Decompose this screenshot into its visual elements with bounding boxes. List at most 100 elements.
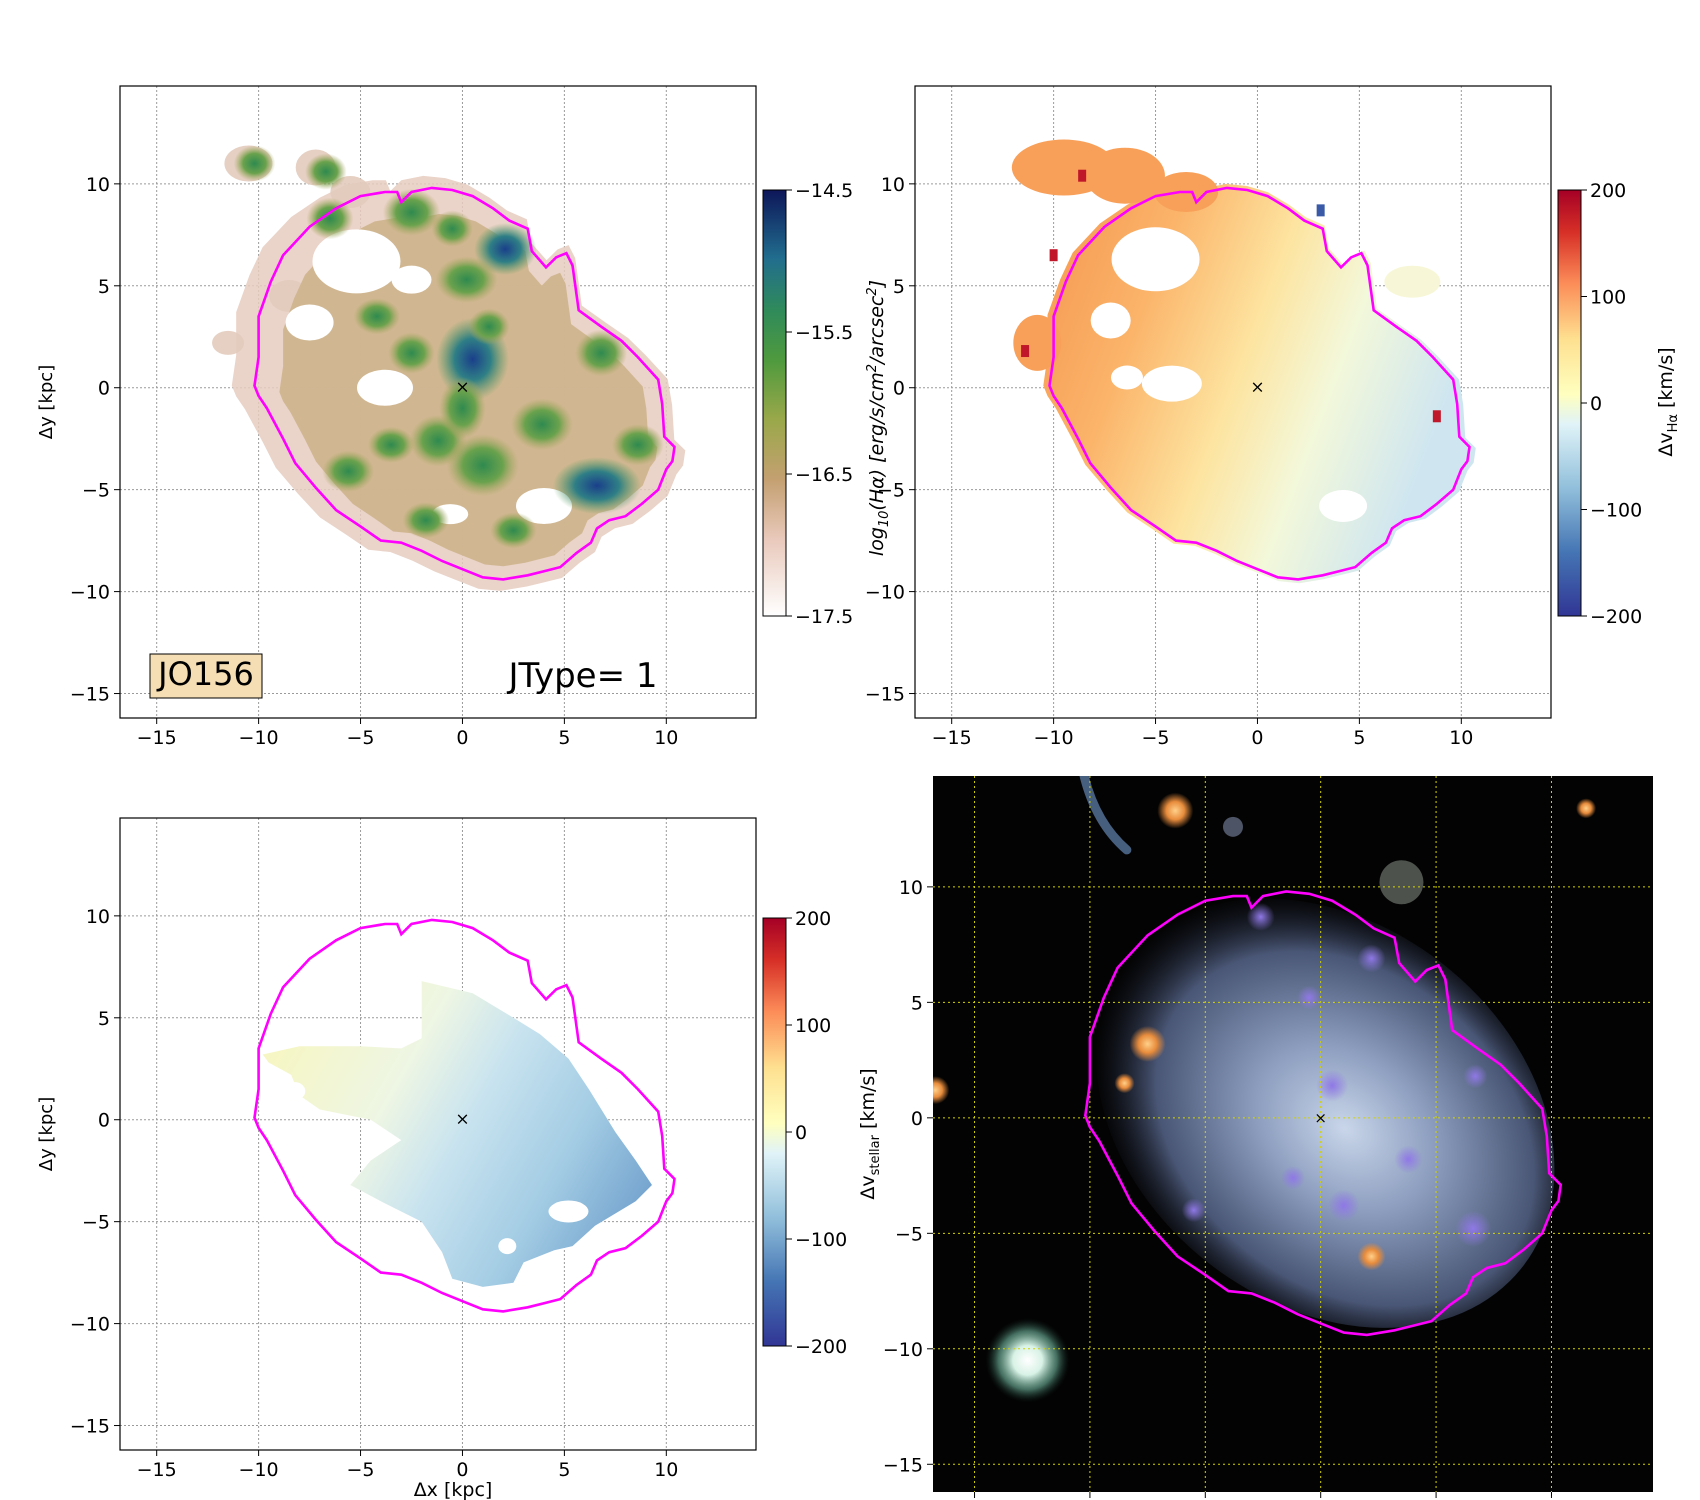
y-tick-label: 0 xyxy=(893,378,905,400)
flux-hole xyxy=(285,304,334,341)
stellar-map: × xyxy=(253,918,676,1313)
flux-colorbar-ticks: −17.5 −16.5 −15.5 −14.5 xyxy=(786,180,853,628)
velocity-x-ticks: −15 −10 −5 0 5 10 xyxy=(932,718,1473,749)
colorbar-tick-label: −17.5 xyxy=(795,606,853,628)
flux-map: × xyxy=(212,145,686,591)
velocity-speck xyxy=(1432,410,1441,423)
stellar-axes-frame xyxy=(119,817,757,1451)
galaxy-label: JO156 xyxy=(156,655,254,693)
rgb-faint-galaxy xyxy=(1223,816,1243,837)
flux-knot xyxy=(382,189,441,236)
rgb-field-objects xyxy=(933,776,1597,1403)
rgb-star-forming-knot xyxy=(1394,1145,1423,1174)
flux-x-ticks: −15 −10 −5 0 5 10 xyxy=(137,718,678,749)
flux-holes xyxy=(285,229,572,525)
rgb-star-forming-knot xyxy=(1181,1198,1206,1223)
y-tick-label: −10 xyxy=(70,582,110,604)
x-tick-label: 10 xyxy=(654,727,678,749)
velocity-outer-patch xyxy=(1084,147,1165,204)
x-tick-label: −15 xyxy=(932,727,972,749)
x-tick-label: 5 xyxy=(558,727,570,749)
flux-knot xyxy=(439,376,486,440)
velocity-colorbar-label: ΔvHα [km/s] xyxy=(1655,347,1681,456)
galaxy-contour xyxy=(1048,186,1471,581)
velocity-holes xyxy=(1090,227,1368,522)
rgb-galaxy-body xyxy=(1096,898,1555,1328)
rgb-edge-on-galaxy xyxy=(1079,776,1132,855)
center-marker: × xyxy=(1250,378,1264,398)
halpha-flux-panel: × −15 −10 −5 0 5 10 −15 −10 −5 0 5 10 Δy [kpc] JO1… xyxy=(36,85,892,749)
stellar-hole xyxy=(548,1200,589,1223)
x-tick-label: −15 xyxy=(137,727,177,749)
colorbar-tick-label: −100 xyxy=(1590,500,1642,522)
colorbar-tick-label: 0 xyxy=(795,1122,807,1144)
colorbar-tick-label: 100 xyxy=(795,1015,831,1037)
y-tick-label: −5 xyxy=(877,480,905,502)
stellar-hole xyxy=(285,1082,306,1101)
flux-knot xyxy=(402,502,450,539)
velocity-speck xyxy=(1316,204,1325,217)
galaxy-contour xyxy=(253,186,676,581)
velocity-map: × xyxy=(1011,139,1476,584)
flux-colorbar xyxy=(762,189,787,617)
rgb-foreground-star xyxy=(1114,1073,1135,1094)
y-tick-label: 5 xyxy=(98,276,110,298)
rgb-foreground-star xyxy=(1576,798,1597,819)
flux-hole xyxy=(391,265,432,294)
flux-knot xyxy=(367,426,415,464)
flux-knot xyxy=(431,210,474,247)
rgb-star-forming-knot xyxy=(1463,1064,1488,1089)
flux-knot xyxy=(306,197,354,240)
velocity-hole xyxy=(1319,489,1368,522)
flux-outer-patch xyxy=(212,330,245,355)
velocity-speck xyxy=(1078,169,1087,182)
rgb-bright-star xyxy=(985,1318,1070,1403)
flux-hole xyxy=(312,229,401,294)
x-tick-label: −10 xyxy=(239,727,279,749)
galaxy-label-box xyxy=(149,653,263,699)
flux-knot xyxy=(446,434,520,497)
y-tick-label: 10 xyxy=(86,906,110,928)
y-tick-label: −5 xyxy=(82,1212,110,1234)
rgb-star-forming-knot xyxy=(1357,944,1386,973)
flux-knot xyxy=(575,329,628,377)
colorbar-tick-label: −100 xyxy=(795,1229,847,1251)
flux-knot xyxy=(552,456,642,515)
y-tick-label: −10 xyxy=(883,1339,923,1361)
galaxy-contour xyxy=(1083,890,1563,1337)
stellar-velocity-field xyxy=(262,981,652,1287)
galaxy-contour xyxy=(253,918,676,1313)
flux-axes-frame xyxy=(119,85,757,719)
stellar-colorbar xyxy=(762,917,787,1347)
flux-knot xyxy=(510,398,574,451)
x-tick-label: 0 xyxy=(1251,727,1263,749)
rgb-y-ticks: −15 −10 −5 0 5 10 xyxy=(883,877,933,1476)
y-tick-label: 0 xyxy=(98,1110,110,1132)
flux-colorbar-label: log10(Hα) [erg/s/cm2/arcsec2] xyxy=(865,280,892,556)
flux-knot xyxy=(305,153,347,190)
rgb-foreground-star xyxy=(1157,792,1194,829)
flux-knot xyxy=(353,298,401,335)
flux-y-axis-label: Δy [kpc] xyxy=(36,365,57,439)
stellar-y-ticks: −15 −10 −5 0 5 10 xyxy=(70,906,120,1438)
y-tick-label: −15 xyxy=(883,1454,923,1476)
x-tick-label: 5 xyxy=(1353,727,1365,749)
rgb-foreground-star xyxy=(1357,1242,1386,1271)
flux-knot xyxy=(611,424,664,466)
rgb-faint-galaxy xyxy=(1379,860,1424,905)
rgb-foreground-star xyxy=(1129,1025,1166,1062)
colorbar-tick-label: −200 xyxy=(795,1336,847,1358)
velocity-colorbar xyxy=(1557,189,1582,617)
velocity-hole xyxy=(1141,365,1202,402)
stellar-y-axis-label: Δy [kpc] xyxy=(36,1097,57,1171)
y-tick-label: 10 xyxy=(881,174,905,196)
y-tick-label: 5 xyxy=(98,1008,110,1030)
rgb-star-forming-knot xyxy=(1281,1165,1305,1190)
y-tick-label: 10 xyxy=(899,877,923,899)
velocity-colorbar-ticks: −200 −100 0 100 200 xyxy=(1581,180,1642,628)
rgb-star-forming-knot xyxy=(1327,1189,1360,1222)
colorbar-tick-label: −16.5 xyxy=(795,464,853,486)
x-tick-label: −15 xyxy=(137,1459,177,1481)
stellar-hole xyxy=(498,1238,517,1255)
